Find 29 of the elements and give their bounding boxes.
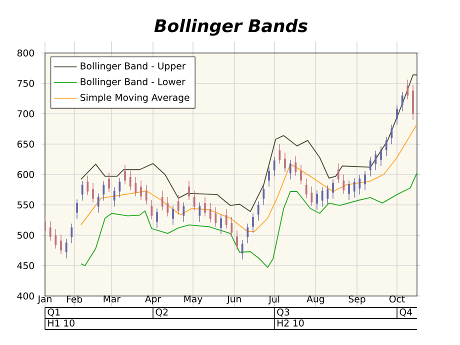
legend-label: Bollinger Band - Lower: [80, 78, 186, 88]
text: H1 10: [48, 320, 74, 327]
y-tick-label: 500: [18, 232, 34, 239]
y-tick-label: 750: [18, 80, 34, 87]
y-tick-label: 650: [17, 140, 34, 148]
y-tick-label: 800: [17, 49, 34, 57]
y-tick-label: 450: [17, 262, 34, 270]
y-tick-label: 700: [18, 110, 34, 118]
text: Q3: [277, 308, 290, 317]
text: Q4: [400, 308, 412, 317]
text: Q1: [48, 308, 60, 317]
x-tick-label: Mar: [104, 295, 120, 302]
x-tick-label: Jul: [268, 295, 280, 304]
text: Q2: [156, 308, 168, 317]
chart-title: Bollinger Bands: [154, 18, 308, 36]
x-tick-label: May: [184, 295, 202, 304]
x-tick-label: Apr: [144, 295, 162, 304]
x-tick-label: Jun: [226, 295, 241, 304]
text: H2 10: [278, 320, 304, 327]
legend-label: Simple Moving Average: [80, 94, 190, 103]
x-tick-label: Aug: [306, 295, 324, 304]
y-tick-label: 400: [17, 292, 34, 300]
x-tick-label: Sep: [348, 295, 366, 304]
x-tick-label: Oct: [389, 295, 405, 303]
y-tick-label: 550: [18, 201, 34, 208]
legend-label: Bollinger Band - Upper: [80, 62, 186, 72]
x-tick-label: Jan: [37, 295, 52, 304]
y-tick-label: 600: [17, 170, 34, 178]
x-tick-label: Feb: [67, 295, 82, 303]
